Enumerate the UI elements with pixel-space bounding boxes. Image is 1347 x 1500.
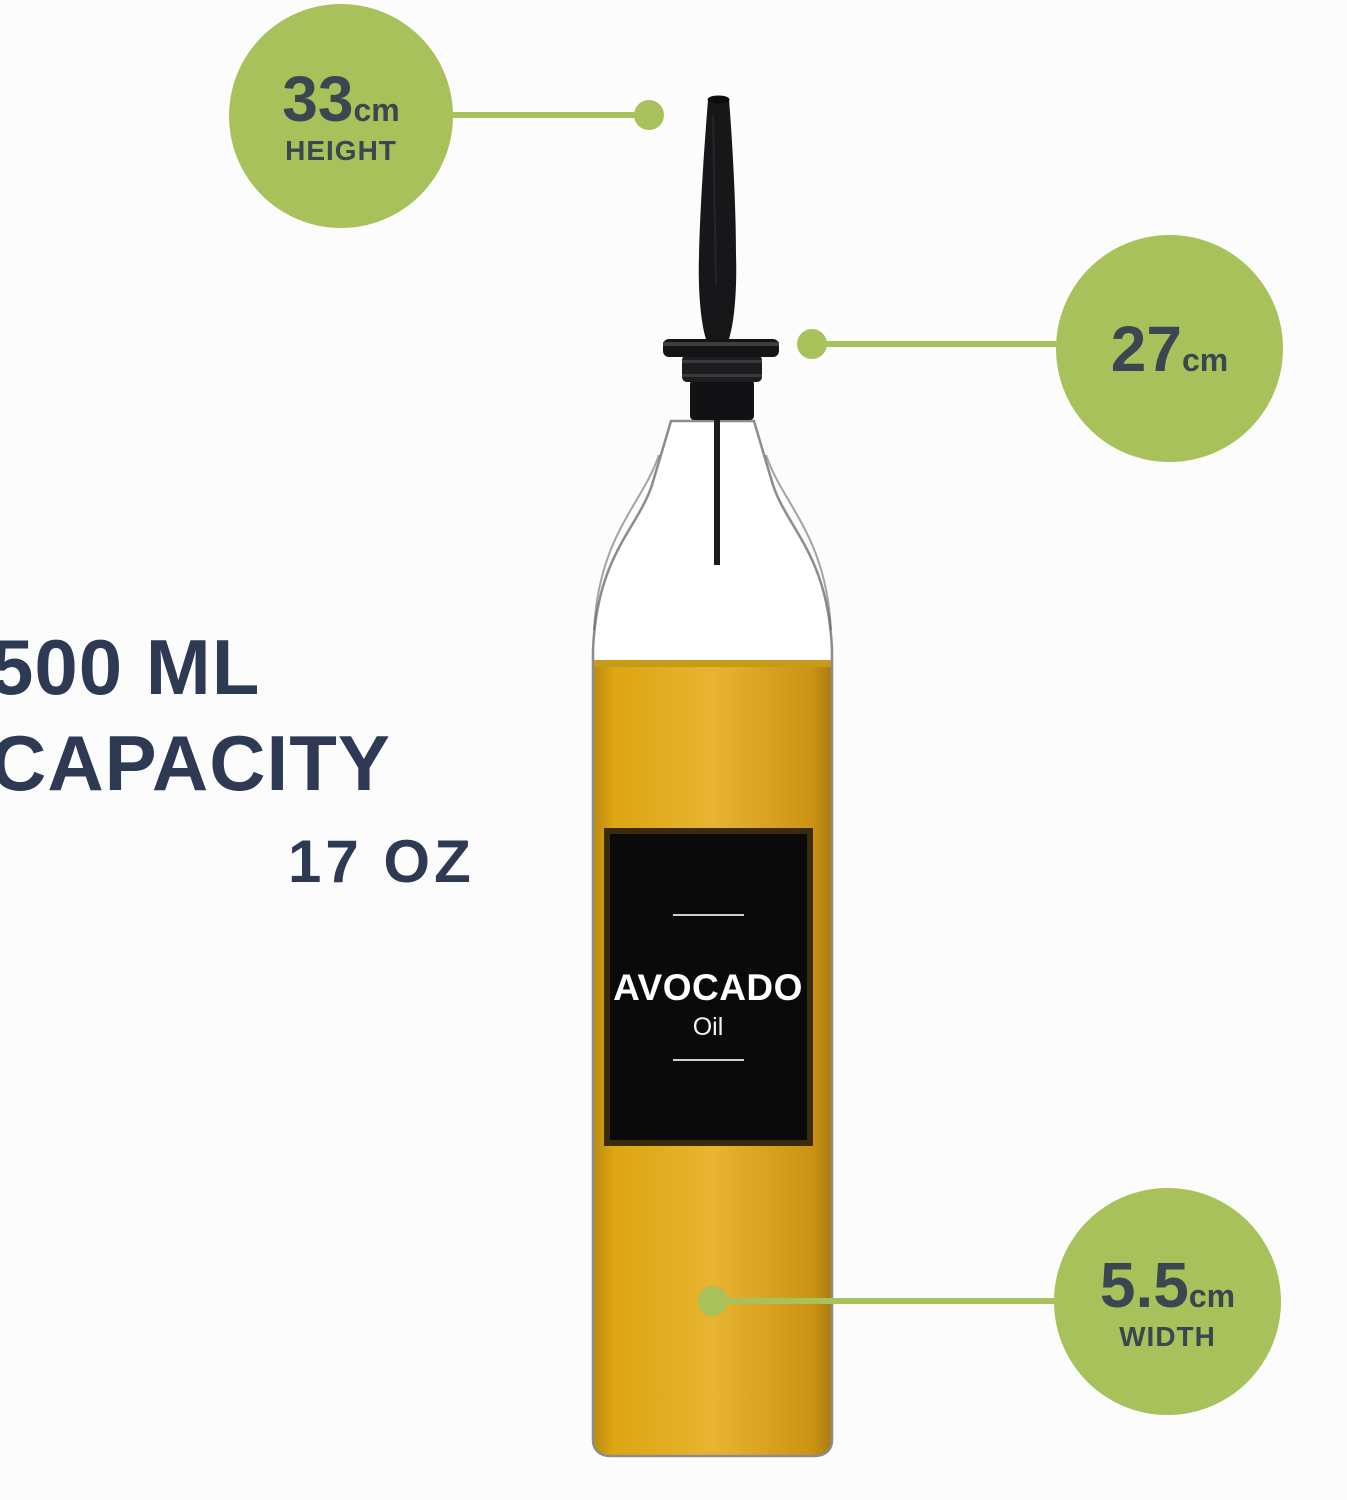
svg-text:Oil: Oil bbox=[693, 1013, 724, 1041]
svg-text:AVOCADO: AVOCADO bbox=[613, 967, 803, 1008]
